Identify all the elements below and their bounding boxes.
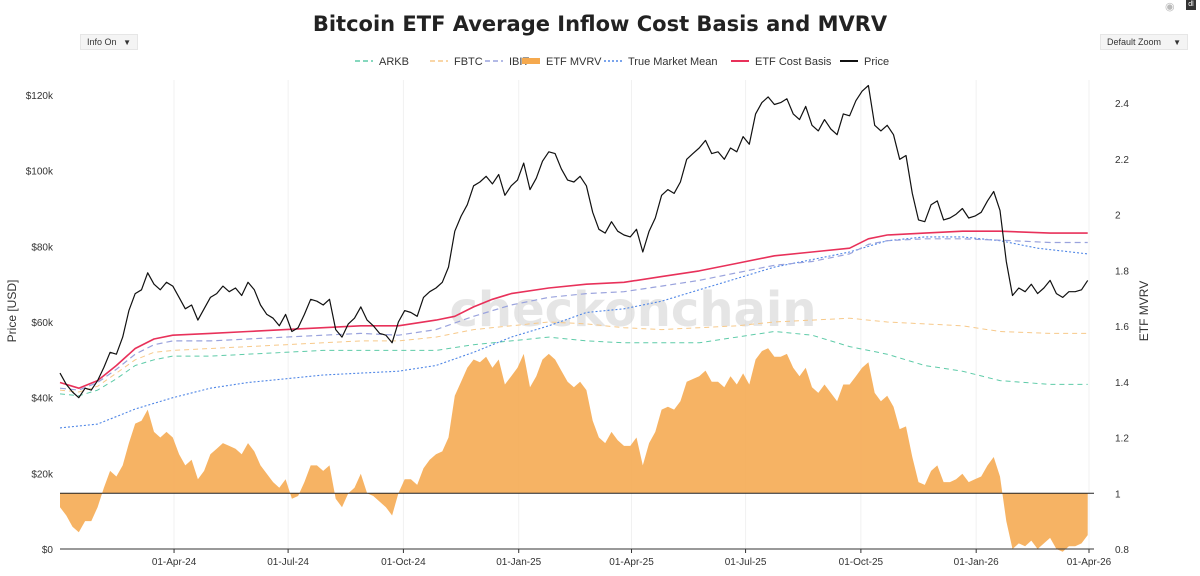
x-tick-label: 01-Apr-25 xyxy=(609,557,654,568)
watermark: checkonchain xyxy=(449,282,816,338)
x-tick-label: 01-Apr-26 xyxy=(1067,557,1112,568)
legend-label: Price xyxy=(864,56,889,68)
legend-item-arkb[interactable]: ARKB xyxy=(355,56,409,68)
legend-label: ETF Cost Basis xyxy=(755,56,832,68)
legend-item-price[interactable]: Price xyxy=(840,56,889,68)
y2-tick-label: 1.8 xyxy=(1115,266,1129,277)
chevron-down-icon: ▼ xyxy=(1173,37,1181,47)
mvrv-area-layer xyxy=(60,348,1094,552)
y2-tick-label: 2.4 xyxy=(1115,99,1129,110)
y-axis-title: Price [USD] xyxy=(5,280,19,343)
y2-tick-label: 1.4 xyxy=(1115,378,1129,389)
y2-tick-label: 0.8 xyxy=(1115,545,1129,556)
legend-item-mvrv[interactable]: ETF MVRV xyxy=(522,56,602,68)
y-tick-label: $60k xyxy=(31,318,54,329)
x-tick-label: 01-Jul-24 xyxy=(267,557,309,568)
y-tick-label: $40k xyxy=(31,394,54,405)
gridlines xyxy=(173,80,1090,549)
series-ibit-line xyxy=(59,238,1088,391)
y2-axis-title: ETF MVRV xyxy=(1137,281,1151,341)
y2-tick-label: 1.2 xyxy=(1115,434,1129,445)
chart-title: Bitcoin ETF Average Inflow Cost Basis an… xyxy=(312,12,888,36)
legend-item-fbtc[interactable]: FBTC xyxy=(430,56,483,68)
zoom-label: Default Zoom xyxy=(1107,37,1162,47)
legend-item-cost-basis[interactable]: ETF Cost Basis xyxy=(731,56,832,68)
y-tick-label: $120k xyxy=(26,91,54,102)
x-tick-label: 01-Apr-24 xyxy=(152,557,197,568)
chart-logo-icon[interactable]: dl xyxy=(1186,0,1196,10)
series-mvrv-area xyxy=(60,348,1088,552)
legend-label: True Market Mean xyxy=(628,56,717,68)
y-tick-label: $80k xyxy=(31,242,54,253)
y2-tick-label: 1.6 xyxy=(1115,322,1129,333)
y2-tick-label: 2 xyxy=(1115,211,1121,222)
legend-item-true-market-mean[interactable]: True Market Mean xyxy=(604,56,717,68)
legend-label: ETF MVRV xyxy=(546,56,602,68)
legend[interactable]: ARKB FBTC IBIT ETF MVRV True Market Mean ETF … xyxy=(355,56,889,68)
x-tick-label: 01-Jul-25 xyxy=(725,557,767,568)
y-tick-label: $20k xyxy=(31,469,54,480)
series-lines-layer xyxy=(59,84,1089,429)
x-tick-label: 01-Jan-25 xyxy=(496,557,541,568)
chevron-down-icon: ▼ xyxy=(123,37,131,47)
legend-label: ARKB xyxy=(379,56,409,68)
series-price-line xyxy=(59,84,1089,399)
y2-tick-label: 2.2 xyxy=(1115,155,1129,166)
series-arkb-line xyxy=(59,331,1088,397)
series-fbtc-line xyxy=(59,317,1088,393)
y2-tick-label: 1 xyxy=(1115,489,1121,500)
x-tick-label: 01-Jan-26 xyxy=(954,557,999,568)
legend-label: FBTC xyxy=(454,56,483,68)
x-tick-label: 01-Oct-25 xyxy=(839,557,884,568)
series-cost-basis-line xyxy=(59,230,1088,390)
zoom-dropdown[interactable]: Default Zoom ▼ xyxy=(1100,34,1188,50)
camera-icon[interactable]: ◉ xyxy=(1165,1,1175,13)
y-tick-label: $100k xyxy=(26,167,54,178)
x-tick-label: 01-Oct-24 xyxy=(381,557,426,568)
info-toggle-label: Info On xyxy=(87,37,117,47)
info-toggle-dropdown[interactable]: Info On ▼ xyxy=(80,34,138,50)
axes: 01-Apr-24 01-Jul-24 01-Oct-24 01-Jan-25 01-A… xyxy=(26,91,1130,568)
y-tick-label: $0 xyxy=(42,545,54,556)
legend-swatch xyxy=(522,58,540,64)
